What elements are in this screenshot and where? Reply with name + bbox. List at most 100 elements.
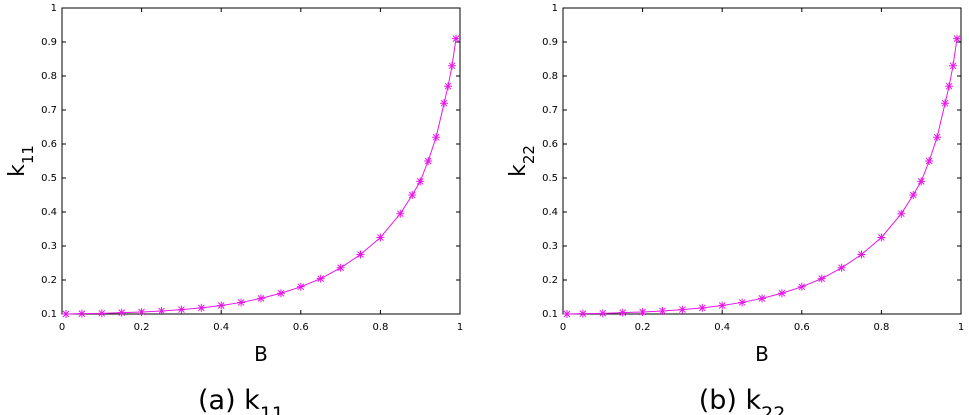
data-line bbox=[566, 38, 958, 315]
y-tick-label: 0.1 bbox=[542, 309, 558, 320]
y-tick-label: 0.2 bbox=[542, 275, 558, 286]
y-axis-label: k22 bbox=[506, 145, 538, 177]
data-marker bbox=[698, 303, 707, 312]
y-tick-label: 0.4 bbox=[41, 207, 57, 218]
y-axis-label: k11 bbox=[5, 145, 37, 177]
data-marker bbox=[953, 34, 962, 43]
y-tick-label: 0.5 bbox=[41, 173, 57, 184]
data-marker bbox=[897, 209, 906, 218]
data-marker bbox=[448, 61, 457, 70]
data-marker bbox=[177, 305, 186, 314]
x-axis-label: B bbox=[254, 342, 268, 366]
y-tick-label: 0.6 bbox=[542, 139, 558, 150]
data-marker bbox=[432, 133, 441, 142]
y-axis-label-base: k bbox=[5, 164, 30, 177]
x-tick-label: 0.4 bbox=[714, 322, 730, 333]
data-marker bbox=[777, 289, 786, 298]
data-marker bbox=[376, 233, 385, 242]
data-marker bbox=[718, 301, 727, 310]
data-marker bbox=[77, 309, 86, 318]
y-tick-label: 0.3 bbox=[41, 241, 57, 252]
data-marker bbox=[877, 233, 886, 242]
data-marker bbox=[356, 250, 365, 259]
data-marker bbox=[925, 157, 934, 165]
caption-base: (b) k bbox=[699, 385, 762, 415]
x-tick-label: 0.8 bbox=[372, 322, 388, 333]
data-marker bbox=[949, 61, 958, 70]
caption: (a) k11 bbox=[198, 385, 284, 415]
data-marker bbox=[440, 99, 449, 108]
chart: 0.1 0.2 0.3 0.4 0.5 0.6 0.7 0.8 0.9 1 0 0.2 0.4 0.6 0.… bbox=[5, 3, 463, 415]
x-tick-label: 0 bbox=[59, 322, 65, 333]
x-tick-label: 0 bbox=[560, 322, 566, 333]
x-tick-label: 1 bbox=[958, 322, 964, 333]
data-marker bbox=[817, 274, 826, 283]
x-tick-label: 1 bbox=[457, 322, 463, 333]
data-marker bbox=[237, 298, 246, 307]
data-marker bbox=[638, 307, 647, 316]
data-marker bbox=[316, 274, 325, 283]
data-marker bbox=[336, 263, 345, 272]
caption-sub: 11 bbox=[260, 403, 284, 415]
y-tick-label: 0.7 bbox=[542, 105, 558, 116]
x-tick-label: 0.2 bbox=[134, 322, 150, 333]
y-tick-label: 0.5 bbox=[542, 173, 558, 184]
data-marker bbox=[396, 209, 405, 218]
data-marker bbox=[945, 82, 954, 91]
data-marker bbox=[837, 263, 846, 272]
data-marker bbox=[61, 310, 70, 318]
data-marker bbox=[933, 133, 942, 142]
data-marker bbox=[416, 177, 425, 186]
x-tick-label: 0.8 bbox=[873, 322, 889, 333]
chart: 0.1 0.2 0.3 0.4 0.5 0.6 0.7 0.8 0.9 1 0 0.2 0.4 0.6 0.… bbox=[506, 3, 964, 415]
data-marker bbox=[197, 303, 206, 312]
data-marker bbox=[941, 99, 950, 108]
data-marker bbox=[857, 250, 866, 259]
y-tick-label: 0.1 bbox=[41, 309, 57, 320]
data-marker bbox=[217, 301, 226, 310]
data-marker bbox=[658, 306, 667, 315]
x-tick-label: 0.2 bbox=[635, 322, 651, 333]
data-marker bbox=[157, 306, 166, 315]
y-tick-label: 0.8 bbox=[542, 71, 558, 82]
y-tick-label: 0.9 bbox=[542, 37, 558, 48]
y-tick-label: 1 bbox=[51, 3, 57, 14]
data-marker bbox=[97, 309, 106, 318]
y-tick-label: 0.7 bbox=[41, 105, 57, 116]
x-tick-label: 0.6 bbox=[293, 322, 309, 333]
y-tick-label: 0.8 bbox=[41, 71, 57, 82]
data-marker bbox=[618, 308, 627, 317]
data-marker bbox=[444, 82, 453, 91]
y-axis-label-base: k bbox=[506, 164, 531, 177]
y-axis-label-sub: 11 bbox=[19, 145, 37, 164]
data-line bbox=[65, 38, 457, 315]
data-marker bbox=[276, 289, 285, 298]
data-marker bbox=[408, 191, 417, 199]
plot-frame bbox=[61, 7, 461, 315]
y-tick-label: 0.4 bbox=[542, 207, 558, 218]
data-marker bbox=[137, 307, 146, 316]
caption-base: (a) k bbox=[198, 385, 260, 415]
x-tick-label: 0.6 bbox=[794, 322, 810, 333]
data-marker bbox=[257, 294, 265, 303]
data-marker bbox=[562, 310, 571, 318]
data-marker bbox=[797, 282, 806, 291]
data-marker bbox=[758, 294, 766, 303]
data-marker bbox=[424, 157, 433, 165]
plot-frame bbox=[562, 7, 962, 315]
data-marker bbox=[578, 309, 587, 318]
x-axis-label: B bbox=[755, 342, 769, 366]
x-tick-label: 0.4 bbox=[213, 322, 229, 333]
data-marker bbox=[296, 282, 305, 291]
data-marker bbox=[117, 308, 126, 317]
data-marker bbox=[917, 177, 926, 186]
data-marker bbox=[738, 298, 747, 307]
y-tick-label: 0.3 bbox=[542, 241, 558, 252]
caption-sub: 22 bbox=[761, 403, 785, 415]
data-marker bbox=[598, 309, 607, 318]
caption: (b) k22 bbox=[699, 385, 786, 415]
data-marker bbox=[909, 191, 918, 199]
y-tick-label: 1 bbox=[552, 3, 558, 14]
y-tick-label: 0.2 bbox=[41, 275, 57, 286]
